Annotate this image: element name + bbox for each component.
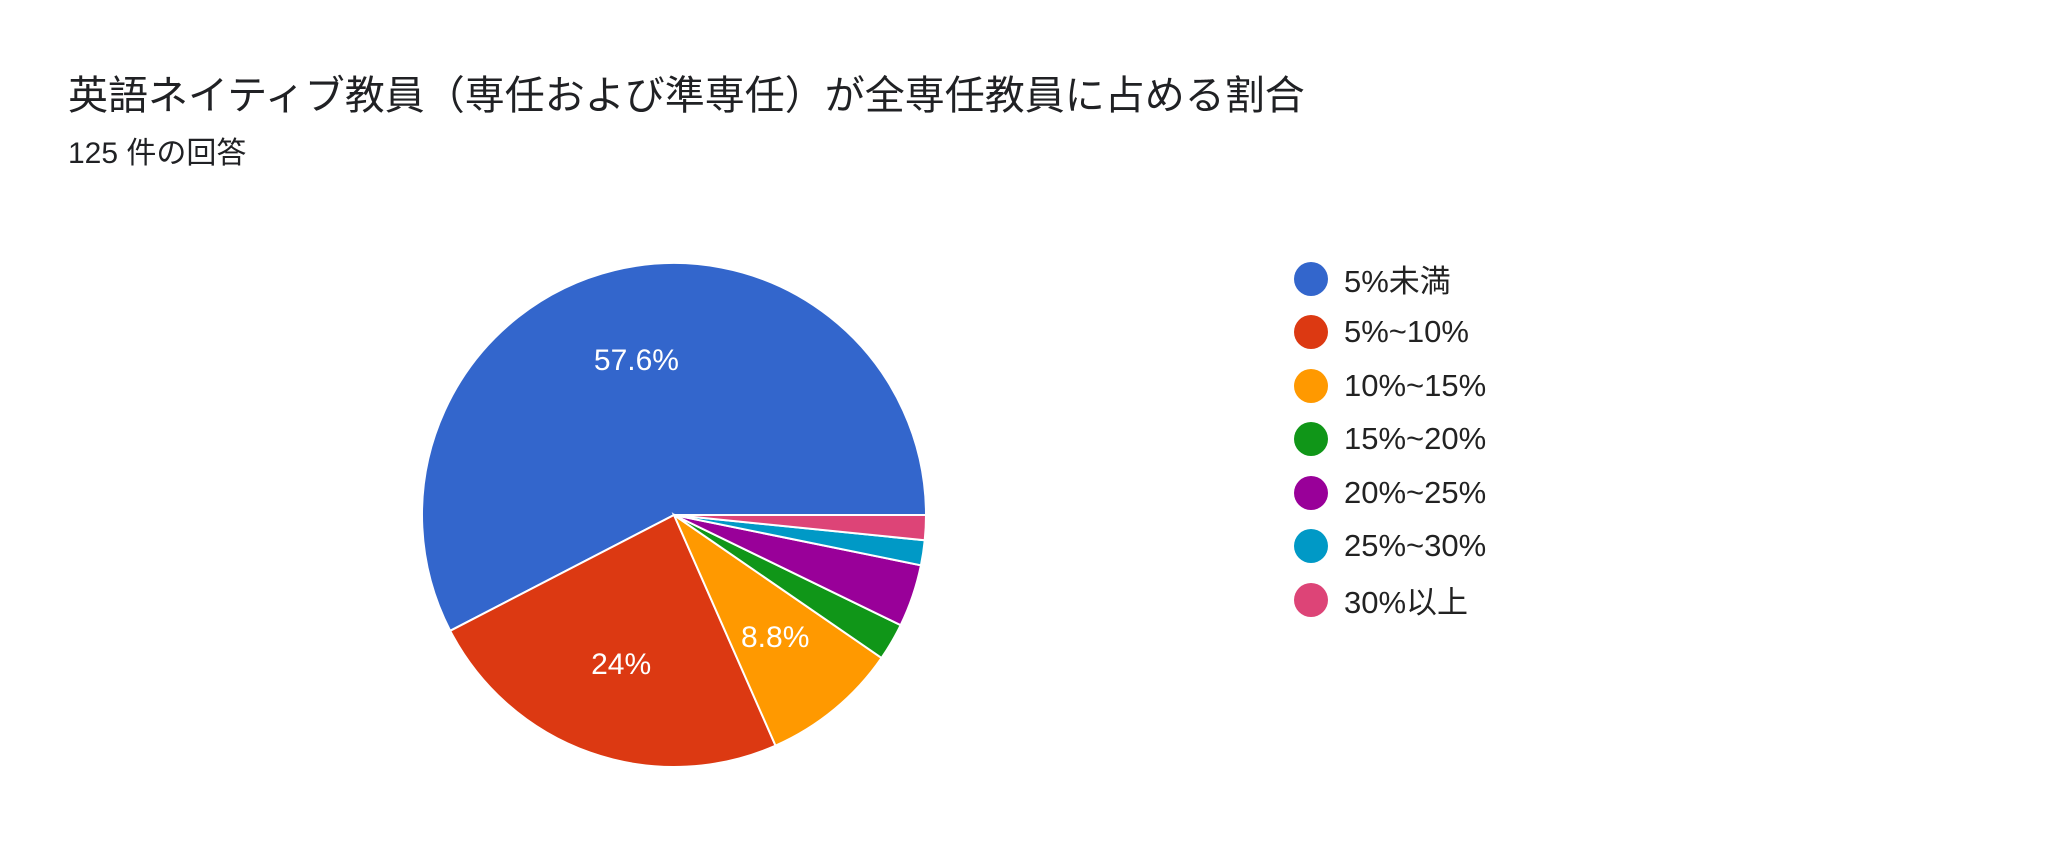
legend-label: 5%未満 — [1344, 264, 1451, 300]
pie-slice-7[interactable] — [673, 514, 928, 542]
pie-slices — [421, 261, 928, 768]
response-count: 125 件の回答 — [68, 137, 247, 170]
pie-slice-3[interactable] — [671, 512, 883, 747]
legend-item-3[interactable]: 10%~15% — [1294, 359, 1486, 413]
pie-data-label-3: 8.8% — [741, 621, 809, 654]
legend-item-4[interactable]: 15%~20% — [1294, 413, 1486, 467]
legend-label: 25%~30% — [1344, 528, 1487, 564]
pie-slice-1[interactable] — [421, 261, 928, 633]
pie-data-label-1: 57.6% — [594, 344, 679, 377]
legend-label: 15%~20% — [1344, 421, 1487, 457]
legend-swatch-icon — [1294, 368, 1328, 403]
legend-label: 20%~25% — [1344, 474, 1487, 510]
legend-swatch-icon — [1294, 315, 1328, 350]
pie-data-label-2: 24% — [591, 648, 651, 681]
pie-slice-2[interactable] — [448, 513, 777, 768]
pie-data-labels: 57.6% 24% 8.8% — [591, 344, 809, 681]
legend-swatch-icon — [1294, 422, 1328, 457]
legend-item-2[interactable]: 5%~10% — [1294, 306, 1486, 360]
legend-swatch-icon — [1294, 582, 1328, 617]
legend-item-7[interactable]: 30%以上 — [1294, 573, 1486, 627]
legend-swatch-icon — [1294, 261, 1328, 296]
legend-item-5[interactable]: 20%~25% — [1294, 466, 1486, 520]
legend-label: 10%~15% — [1344, 367, 1487, 403]
legend-label: 30%以上 — [1344, 585, 1469, 621]
legend-label: 5%~10% — [1344, 314, 1469, 350]
legend-swatch-icon — [1294, 529, 1328, 564]
legend-swatch-icon — [1294, 475, 1328, 510]
chart-legend: 5%未満 5%~10% 10%~15% 15%~20% 20%~25% 25%~30% 30… — [1294, 252, 1486, 627]
chart-title: 英語ネイティブ教員（専任および準専任）が全専任教員に占める割合 — [68, 74, 1305, 118]
legend-item-6[interactable]: 25%~30% — [1294, 520, 1486, 574]
legend-item-1[interactable]: 5%未満 — [1294, 252, 1486, 306]
